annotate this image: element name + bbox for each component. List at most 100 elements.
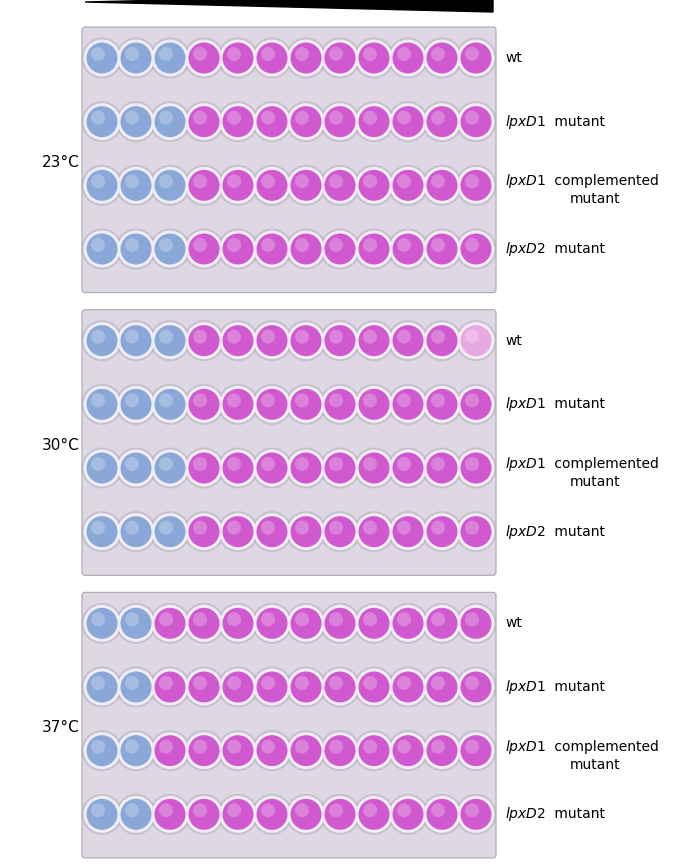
Circle shape — [388, 794, 428, 835]
Circle shape — [261, 111, 275, 125]
Circle shape — [193, 612, 207, 626]
Circle shape — [426, 325, 458, 356]
Circle shape — [193, 238, 207, 252]
Circle shape — [322, 322, 358, 359]
Circle shape — [252, 320, 292, 362]
Circle shape — [465, 457, 479, 471]
Circle shape — [322, 669, 358, 706]
Circle shape — [118, 167, 154, 204]
Circle shape — [86, 452, 118, 484]
Circle shape — [120, 42, 152, 74]
Circle shape — [460, 516, 492, 548]
Circle shape — [152, 732, 188, 769]
Circle shape — [392, 516, 424, 548]
Circle shape — [254, 167, 290, 204]
Circle shape — [458, 322, 494, 359]
Circle shape — [397, 740, 411, 753]
Circle shape — [125, 457, 139, 471]
Circle shape — [159, 612, 173, 626]
Circle shape — [222, 325, 254, 356]
Circle shape — [154, 799, 186, 830]
Circle shape — [252, 730, 292, 772]
Circle shape — [460, 799, 492, 830]
Circle shape — [116, 320, 156, 362]
Circle shape — [426, 608, 458, 639]
Circle shape — [397, 238, 411, 252]
Circle shape — [222, 516, 254, 548]
Circle shape — [82, 101, 122, 142]
Circle shape — [186, 40, 222, 76]
Circle shape — [431, 47, 445, 61]
Circle shape — [152, 669, 188, 706]
Circle shape — [159, 676, 173, 690]
Circle shape — [324, 106, 356, 138]
Circle shape — [218, 101, 258, 142]
Circle shape — [159, 740, 173, 753]
Circle shape — [388, 384, 428, 425]
Circle shape — [86, 671, 118, 702]
Circle shape — [184, 667, 224, 708]
Circle shape — [218, 165, 258, 206]
Circle shape — [324, 325, 356, 356]
Circle shape — [154, 106, 186, 138]
Circle shape — [84, 103, 120, 140]
Circle shape — [397, 457, 411, 471]
Circle shape — [431, 612, 445, 626]
Circle shape — [222, 608, 254, 639]
Circle shape — [290, 608, 322, 639]
Circle shape — [363, 457, 377, 471]
Circle shape — [152, 103, 188, 140]
Circle shape — [465, 612, 479, 626]
Circle shape — [154, 608, 186, 639]
Circle shape — [220, 605, 256, 642]
Circle shape — [184, 603, 224, 644]
Circle shape — [152, 450, 188, 486]
Circle shape — [424, 669, 460, 706]
Circle shape — [154, 170, 186, 201]
Circle shape — [222, 735, 254, 766]
Circle shape — [120, 389, 152, 420]
Circle shape — [465, 740, 479, 753]
Circle shape — [290, 234, 322, 265]
Circle shape — [388, 667, 428, 708]
Circle shape — [456, 667, 496, 708]
Circle shape — [218, 667, 258, 708]
Circle shape — [458, 450, 494, 486]
Circle shape — [460, 106, 492, 138]
Circle shape — [184, 730, 224, 772]
Circle shape — [363, 175, 377, 189]
Circle shape — [84, 40, 120, 76]
Circle shape — [356, 450, 392, 486]
Circle shape — [354, 320, 394, 362]
Circle shape — [456, 447, 496, 489]
Circle shape — [227, 676, 241, 690]
Circle shape — [322, 167, 358, 204]
Circle shape — [256, 799, 288, 830]
Circle shape — [392, 170, 424, 201]
Circle shape — [422, 165, 462, 206]
Circle shape — [295, 111, 309, 125]
Circle shape — [256, 106, 288, 138]
Text: mutant: mutant — [550, 525, 605, 539]
Circle shape — [154, 735, 186, 766]
Circle shape — [84, 796, 120, 833]
Circle shape — [460, 42, 492, 74]
Circle shape — [329, 394, 343, 407]
Circle shape — [354, 447, 394, 489]
Circle shape — [329, 175, 343, 189]
Text: 23°C: 23°C — [42, 155, 80, 170]
Circle shape — [261, 740, 275, 753]
Circle shape — [256, 608, 288, 639]
Circle shape — [390, 230, 426, 267]
Circle shape — [222, 106, 254, 138]
Text: $lpxD1$: $lpxD1$ — [505, 395, 546, 413]
Circle shape — [397, 521, 411, 535]
Text: mutant: mutant — [550, 115, 605, 129]
Circle shape — [392, 735, 424, 766]
Circle shape — [288, 103, 324, 140]
Text: mutant: mutant — [550, 680, 605, 694]
Circle shape — [150, 511, 190, 552]
Circle shape — [91, 47, 105, 61]
Circle shape — [125, 521, 139, 535]
Circle shape — [186, 103, 222, 140]
